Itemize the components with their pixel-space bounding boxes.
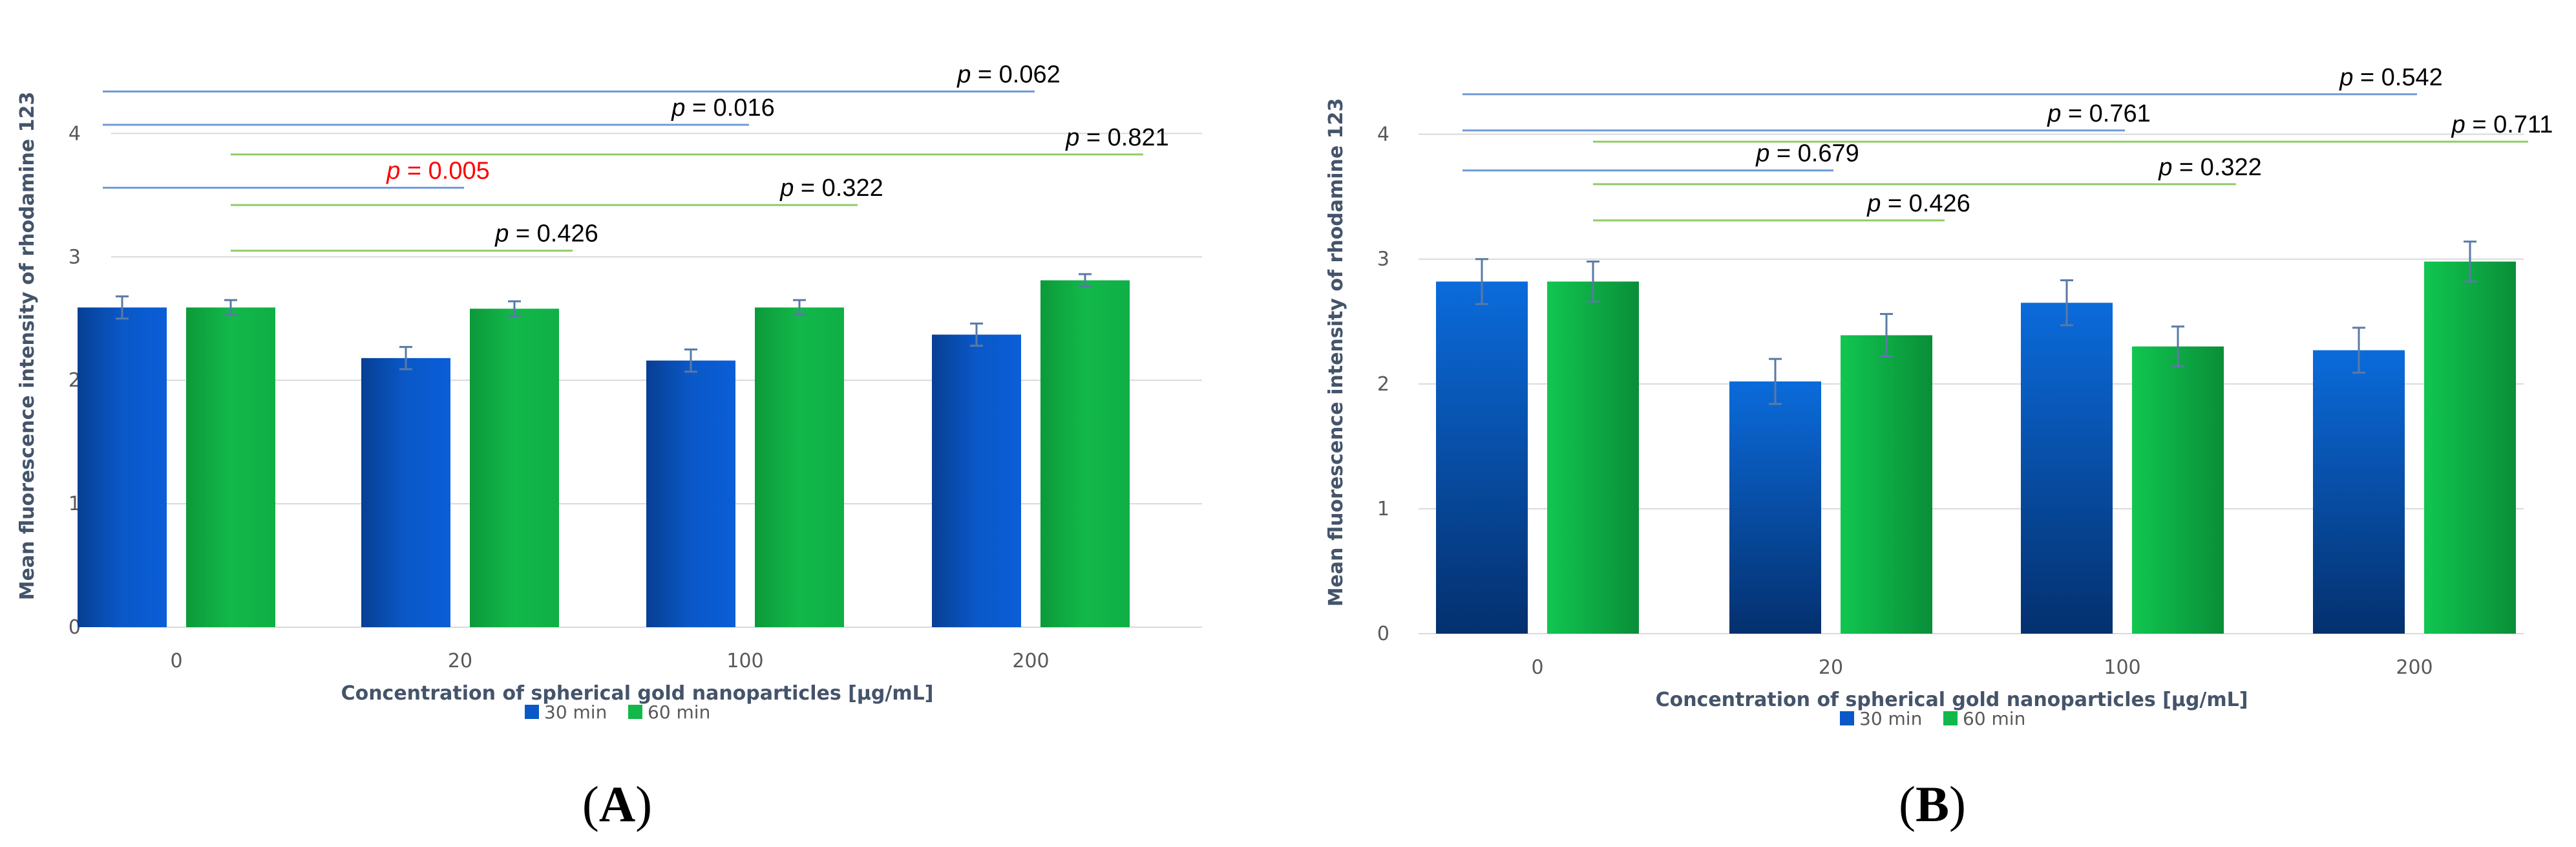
bar-30min — [1436, 281, 1528, 634]
legend-swatch-60min — [1943, 711, 1958, 725]
bar-30min — [932, 334, 1021, 627]
p-value-label: p = 0.679 — [1755, 140, 1859, 167]
bar-30min — [1729, 381, 1821, 634]
bar-60min — [470, 308, 559, 627]
panel-label-b: (B) — [1899, 776, 1966, 832]
x-tick-label: 100 — [2104, 656, 2140, 679]
x-tick-label: 0 — [1531, 656, 1543, 679]
p-value-label: p = 0.426 — [494, 220, 598, 248]
bar-30min — [646, 360, 735, 627]
bar-30min — [2021, 303, 2113, 634]
p-value-label: p = 0.016 — [671, 94, 775, 122]
p-value-label: p = 0.542 — [2339, 64, 2443, 91]
bar-60min — [755, 307, 844, 627]
y-tick-label: 1 — [1377, 498, 1389, 520]
p-value-label: p = 0.062 — [956, 61, 1061, 88]
y-tick-label: 4 — [1377, 123, 1389, 146]
bar-60min — [1040, 280, 1130, 628]
x-tick-label: 100 — [726, 650, 763, 672]
legend: 30 min 60 min — [1840, 708, 2025, 729]
bar-30min — [361, 358, 450, 627]
chart-panel-b: 0 1 2 3 4 0 20 100 200 p = 0.542 p = 0.761 p = 0.71… — [1325, 64, 2553, 729]
y-axis-title: Mean fluorescence intensity of rhodamine… — [1325, 98, 1347, 607]
p-value-label: p = 0.821 — [1065, 124, 1169, 151]
y-tick-label: 4 — [69, 122, 81, 145]
bar-30min — [2313, 350, 2405, 634]
p-value-label: p = 0.426 — [1866, 190, 1970, 217]
bar-60min — [2424, 261, 2516, 634]
legend-swatch-30min — [525, 705, 539, 719]
y-tick-label: 3 — [1377, 248, 1389, 271]
bar-30min — [78, 307, 167, 627]
panel-label-a: (A) — [582, 776, 652, 832]
p-value-label: p = 0.711 — [2451, 111, 2553, 138]
legend-label-60min: 60 min — [1963, 708, 2025, 729]
bar-60min — [186, 307, 275, 627]
bar-60min — [2132, 346, 2224, 634]
p-value-label: p = 0.322 — [2158, 154, 2262, 181]
legend-label-30min: 30 min — [544, 702, 607, 723]
legend-swatch-60min — [628, 705, 642, 719]
y-tick-label: 0 — [1377, 623, 1389, 645]
x-axis-title: Concentration of spherical gold nanopart… — [1656, 689, 2248, 711]
p-value-label: p = 0.761 — [2047, 100, 2151, 127]
y-axis-title: Mean fluorescence intensity of rhodamine… — [16, 92, 39, 601]
x-tick-label: 20 — [448, 650, 472, 672]
legend-swatch-30min — [1840, 711, 1854, 725]
y-tick-label: 2 — [1377, 373, 1389, 396]
y-tick-label: 3 — [69, 246, 81, 268]
x-tick-label: 20 — [1819, 656, 1843, 679]
p-value-label: p = 0.005 — [386, 157, 490, 184]
legend-label-30min: 30 min — [1859, 708, 1922, 729]
bar-60min — [1841, 335, 1932, 634]
x-tick-label: 200 — [1012, 650, 1049, 672]
x-tick-label: 200 — [2396, 656, 2433, 679]
bar-60min — [1547, 281, 1639, 634]
legend: 30 min 60 min — [525, 702, 710, 723]
legend-label-60min: 60 min — [648, 702, 710, 723]
x-axis-title: Concentration of spherical gold nanopart… — [341, 682, 934, 705]
x-tick-label: 0 — [170, 650, 182, 672]
p-value-label: p = 0.322 — [779, 175, 883, 202]
